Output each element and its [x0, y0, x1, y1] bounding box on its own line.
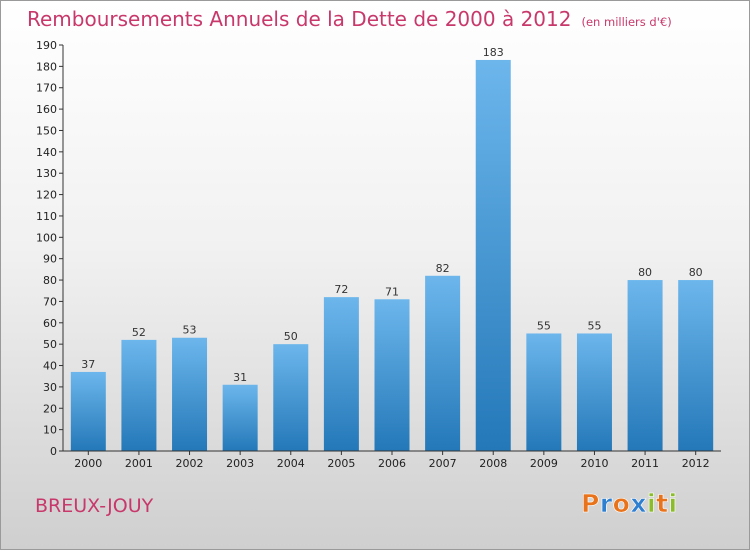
y-axis: 0 10 20 30 40 50 60 70 80 90 100 110 120 130 140 150 160… [36, 39, 64, 458]
y-tick-label: 60 [43, 317, 57, 330]
y-tick-label: 160 [36, 103, 57, 116]
data-label-2005: 72 [334, 283, 348, 296]
data-label-2009: 55 [537, 319, 551, 332]
x-tick-label-2001: 2001 [125, 457, 153, 470]
x-tick-label-2006: 2006 [378, 457, 406, 470]
y-tick-label: 70 [43, 295, 57, 308]
bar-2008 [475, 59, 511, 452]
data-label-2006: 71 [385, 285, 399, 298]
data-label-2001: 52 [132, 326, 146, 339]
bars: 37 52 53 31 50 72 71 82 183 55 55 80 80 [70, 46, 714, 452]
data-label-2007: 82 [436, 262, 450, 275]
bar-2004 [273, 344, 309, 451]
bar-2012 [678, 280, 714, 451]
y-tick-label: 170 [36, 82, 57, 95]
y-tick-label: 10 [43, 424, 57, 437]
bar-2005 [323, 297, 359, 451]
chart-title: Remboursements Annuels de la Dette de 20… [27, 7, 672, 31]
y-tick-label: 110 [36, 210, 57, 223]
x-tick-label-2003: 2003 [226, 457, 254, 470]
proxiti-logo: Proxiti [581, 489, 678, 519]
x-tick-label-2007: 2007 [429, 457, 457, 470]
x-tick-label-2005: 2005 [327, 457, 355, 470]
x-tick-label-2004: 2004 [277, 457, 305, 470]
chart-title-text: Remboursements Annuels de la Dette de 20… [27, 7, 572, 31]
bar-2007 [425, 275, 461, 451]
logo-letter: i [647, 489, 657, 519]
commune-name: BREUX-JOUY [35, 495, 154, 517]
x-tick-label-2012: 2012 [682, 457, 710, 470]
y-tick-label: 100 [36, 231, 57, 244]
y-tick-label: 50 [43, 338, 57, 351]
y-tick-label: 90 [43, 253, 57, 266]
x-tick-label-2002: 2002 [176, 457, 204, 470]
y-tick-label: 80 [43, 274, 57, 287]
x-tick-label-2000: 2000 [74, 457, 102, 470]
data-label-2008: 183 [483, 46, 504, 59]
data-label-2003: 31 [233, 371, 247, 384]
logo-letter: x [630, 489, 647, 519]
x-tick-label-2008: 2008 [479, 457, 507, 470]
x-tick-label-2009: 2009 [530, 457, 558, 470]
logo-letter: i [668, 489, 678, 519]
x-tick-label-2011: 2011 [631, 457, 659, 470]
logo-letter: r [599, 489, 613, 519]
bar-2001 [121, 339, 157, 451]
bar-2003 [222, 384, 258, 451]
y-tick-label: 190 [36, 39, 57, 52]
x-tick-label-2010: 2010 [580, 457, 608, 470]
bar-2011 [627, 280, 663, 451]
y-tick-label: 150 [36, 124, 57, 137]
data-label-2012: 80 [689, 266, 703, 279]
logo-letter: o [612, 489, 631, 519]
bar-2000 [70, 371, 106, 451]
y-tick-label: 180 [36, 60, 57, 73]
y-tick-label: 20 [43, 402, 57, 415]
bar-2006 [374, 299, 410, 451]
bar-2009 [526, 333, 562, 451]
logo-letter: P [581, 489, 600, 519]
data-label-2000: 37 [81, 358, 95, 371]
x-axis: 2000 2001 2002 2003 2004 2005 2006 2007 2008 2009… [63, 450, 721, 470]
y-tick-label: 130 [36, 167, 57, 180]
bar-2002 [172, 337, 208, 451]
data-label-2004: 50 [284, 330, 298, 343]
y-tick-label: 40 [43, 360, 57, 373]
y-tick-label: 0 [50, 445, 57, 458]
y-tick-label: 30 [43, 381, 57, 394]
data-label-2011: 80 [638, 266, 652, 279]
y-tick-label: 120 [36, 189, 57, 202]
logo-letter: t [656, 489, 669, 519]
unit-note: (en milliers d'€) [581, 15, 672, 29]
y-tick-label: 140 [36, 146, 57, 159]
data-label-2002: 53 [183, 324, 197, 337]
data-label-2010: 55 [587, 319, 601, 332]
bar-2010 [576, 333, 612, 451]
